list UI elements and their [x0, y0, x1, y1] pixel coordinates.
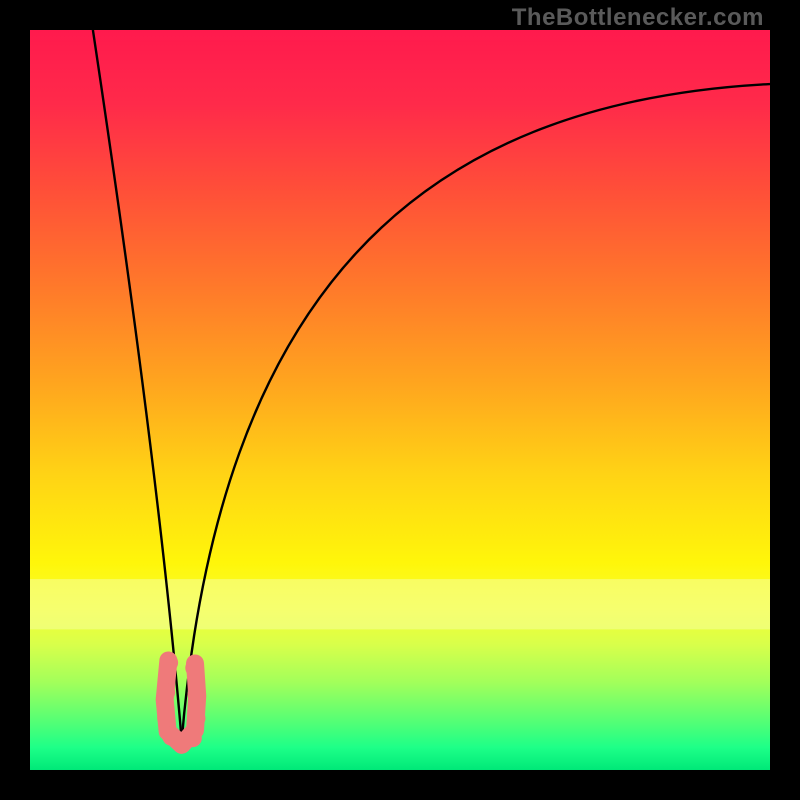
marker-dot [185, 659, 203, 677]
chart-svg [30, 30, 770, 770]
marker-dot [157, 709, 175, 727]
plot-area [30, 30, 770, 770]
highlight-band [30, 579, 770, 629]
marker-dot [188, 686, 206, 704]
marker-dot [160, 654, 178, 672]
gradient-background [30, 30, 770, 770]
marker-dot [157, 683, 175, 701]
marker-dot [188, 709, 206, 727]
figure-root: TheBottlenecker.com [0, 0, 800, 800]
watermark-label: TheBottlenecker.com [512, 4, 764, 32]
marker-dot [184, 729, 202, 747]
